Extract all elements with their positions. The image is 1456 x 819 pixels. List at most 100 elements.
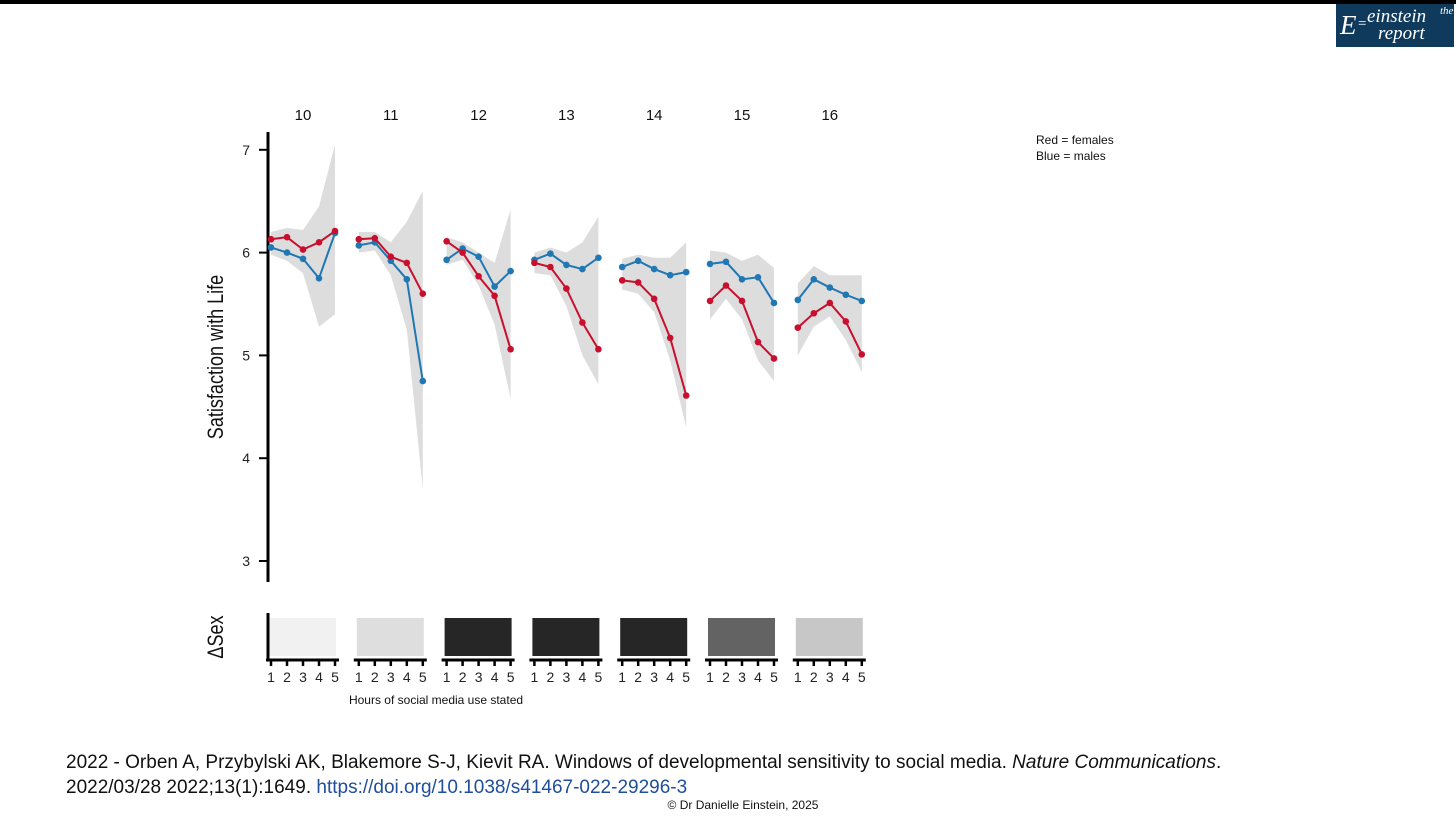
logo-e: E — [1340, 10, 1357, 40]
delta-sex-tile-age-11 — [356, 618, 424, 656]
facet-label-age-15: 15 — [734, 107, 751, 124]
males-point-age-12-h5 — [507, 267, 514, 275]
males-point-age-11-h5 — [419, 377, 427, 385]
females-point-age-12-h5 — [507, 345, 514, 353]
x-tick-label-age-16-4: 4 — [842, 669, 850, 685]
x-axis-title: Hours of social media use stated — [349, 693, 523, 707]
logo-einstein: einstein — [1367, 6, 1427, 27]
x-tick-label-age-11-2: 2 — [371, 669, 379, 685]
x-tick-label-age-10-4: 4 — [315, 669, 323, 685]
females-point-age-11-h5 — [419, 290, 427, 298]
delta-sex-label: ΔSex — [204, 615, 228, 658]
males-point-age-10-h2 — [283, 249, 291, 256]
top-rule — [0, 0, 1456, 4]
facet-label-age-14: 14 — [646, 107, 663, 124]
males-point-age-13-h3 — [563, 261, 570, 269]
legend-females: Red = females — [1036, 133, 1114, 147]
males-point-age-15-h3 — [738, 276, 746, 283]
females-point-age-11-h4 — [403, 259, 411, 267]
y-tick-label-6: 6 — [242, 245, 250, 261]
x-tick-label-age-10-5: 5 — [331, 669, 339, 685]
females-point-age-12-h4 — [491, 292, 498, 300]
confidence-band-age-15 — [710, 250, 774, 382]
confidence-band-age-10 — [271, 144, 335, 327]
x-tick-label-age-11-5: 5 — [419, 669, 427, 685]
females-point-age-11-h1 — [355, 235, 363, 243]
facet-label-age-10: 10 — [295, 107, 312, 124]
delta-sex-tile-age-13 — [532, 618, 600, 656]
males-point-age-10-h4 — [315, 275, 323, 282]
facet-label-age-13: 13 — [558, 107, 575, 124]
citation-line2: 2022/03/28 2022;13(1):1649. — [66, 777, 317, 798]
females-point-age-15-h4 — [754, 338, 762, 346]
males-point-age-14-h3 — [650, 265, 658, 273]
males-point-age-11-h1 — [355, 242, 363, 249]
facet-label-age-12: 12 — [470, 107, 487, 124]
x-tick-label-age-16-3: 3 — [826, 669, 834, 685]
confidence-band-age-14 — [622, 242, 687, 428]
females-point-age-15-h5 — [770, 355, 778, 362]
logo-the: the — [1440, 5, 1454, 17]
citation-journal: Nature Communications — [1012, 752, 1216, 773]
males-point-age-13-h5 — [595, 254, 602, 262]
females-point-age-14-h1 — [618, 277, 626, 284]
females-point-age-16-h2 — [810, 309, 818, 317]
females-point-age-11-h2 — [371, 234, 379, 242]
males-point-age-14-h1 — [618, 263, 626, 271]
doi-link[interactable]: https://doi.org/10.1038/s41467-022-29296… — [316, 777, 688, 798]
x-tick-label-age-13-4: 4 — [579, 669, 587, 685]
females-point-age-10-h2 — [283, 233, 291, 241]
females-point-age-16-h3 — [826, 299, 834, 307]
x-tick-label-age-11-1: 1 — [355, 669, 363, 685]
males-point-age-15-h4 — [754, 273, 762, 281]
x-tick-label-age-12-4: 4 — [491, 669, 499, 685]
x-tick-label-age-13-3: 3 — [563, 669, 571, 685]
females-point-age-13-h4 — [579, 319, 586, 326]
y-axis-title: Satisfaction with Life — [204, 275, 228, 439]
x-tick-label-age-14-4: 4 — [666, 669, 674, 685]
males-point-age-12-h1 — [443, 256, 450, 264]
females-point-age-16-h1 — [794, 324, 802, 331]
males-point-age-15-h1 — [706, 260, 714, 268]
males-point-age-15-h2 — [722, 258, 730, 266]
x-tick-label-age-12-5: 5 — [507, 669, 515, 685]
einstein-report-logo: E = the einstein report — [1336, 4, 1454, 47]
x-tick-label-age-10-3: 3 — [299, 669, 307, 685]
males-point-age-16-h2 — [810, 276, 818, 283]
x-tick-label-age-12-2: 2 — [459, 669, 467, 685]
males-point-age-16-h5 — [858, 297, 866, 305]
x-tick-label-age-15-3: 3 — [738, 669, 746, 685]
females-point-age-12-h2 — [459, 249, 466, 256]
females-point-age-10-h1 — [267, 235, 275, 243]
x-tick-label-age-12-1: 1 — [443, 669, 451, 685]
x-tick-label-age-16-1: 1 — [794, 669, 802, 685]
x-tick-label-age-11-3: 3 — [387, 669, 395, 685]
x-tick-label-age-11-4: 4 — [403, 669, 411, 685]
x-tick-label-age-13-5: 5 — [595, 669, 603, 685]
facet-label-age-16: 16 — [821, 107, 838, 124]
delta-sex-tile-age-10 — [269, 618, 336, 656]
males-point-age-16-h3 — [826, 284, 834, 291]
copyright-notice: © Dr Danielle Einstein, 2025 — [667, 798, 819, 812]
females-point-age-11-h3 — [387, 253, 395, 261]
x-tick-label-age-13-2: 2 — [547, 669, 555, 685]
males-point-age-14-h4 — [666, 271, 674, 279]
males-point-age-13-h2 — [547, 250, 554, 257]
females-point-age-14-h3 — [650, 295, 658, 303]
males-point-age-12-h3 — [475, 253, 482, 261]
males-point-age-10-h1 — [267, 244, 275, 251]
females-point-age-15-h2 — [722, 282, 730, 289]
females-point-age-14-h2 — [634, 279, 642, 286]
facet-label-age-11: 11 — [383, 107, 399, 124]
females-point-age-12-h3 — [475, 272, 482, 280]
x-tick-label-age-16-5: 5 — [858, 669, 866, 685]
females-point-age-10-h3 — [299, 246, 307, 253]
delta-sex-tile-age-12 — [444, 618, 512, 656]
females-point-age-16-h4 — [842, 318, 850, 325]
logo-report: report — [1378, 23, 1425, 44]
males-point-age-14-h2 — [634, 257, 642, 265]
females-point-age-14-h4 — [666, 334, 674, 342]
x-tick-label-age-14-3: 3 — [650, 669, 658, 685]
citation-caption: 2022 - Orben A, Przybylski AK, Blakemore… — [66, 750, 1436, 800]
